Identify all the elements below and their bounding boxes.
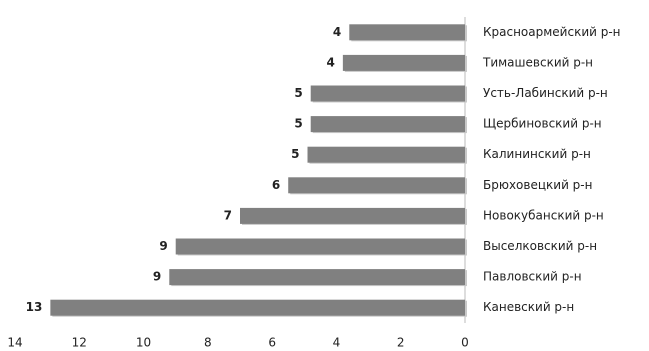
value-label: 5 (294, 117, 302, 131)
category-label: Тимашевский р-н (482, 55, 593, 69)
value-label: 4 (333, 25, 341, 39)
x-tick-label: 4 (333, 336, 341, 350)
value-label: 6 (272, 178, 280, 192)
category-label: Павловский р-н (483, 270, 582, 284)
category-label: Новокубанский р-н (483, 208, 604, 222)
category-label: Выселковский р-н (483, 239, 597, 253)
x-tick-label: 6 (268, 336, 276, 350)
bar (175, 238, 465, 255)
value-label: 5 (294, 86, 302, 100)
category-label: Брюховецкий р-н (483, 178, 592, 192)
x-tick-label: 10 (136, 336, 151, 350)
x-tick-label: 8 (204, 336, 212, 350)
category-label: Красноармейский р-н (483, 25, 621, 39)
bar (342, 54, 465, 71)
value-label: 7 (224, 208, 232, 222)
category-label: Щербиновский р-н (483, 117, 602, 131)
value-label: 13 (26, 300, 43, 314)
value-label: 9 (159, 239, 167, 253)
bar (288, 177, 465, 194)
x-tick-label: 2 (397, 336, 405, 350)
value-label: 9 (153, 270, 161, 284)
x-tick-label: 14 (7, 336, 22, 350)
bar (310, 85, 465, 102)
bar (240, 207, 465, 224)
value-label: 5 (291, 147, 299, 161)
category-label: Усть-Лабинский р-н (483, 86, 608, 100)
category-label: Каневский р-н (483, 300, 574, 314)
bar (349, 24, 465, 41)
bar (310, 116, 465, 133)
category-label: Калининский р-н (483, 147, 591, 161)
value-label: 4 (326, 55, 334, 69)
x-tick-label: 12 (72, 336, 87, 350)
bar (307, 146, 465, 163)
bar (50, 299, 465, 316)
bar (169, 269, 466, 286)
x-tick-label: 0 (461, 336, 469, 350)
